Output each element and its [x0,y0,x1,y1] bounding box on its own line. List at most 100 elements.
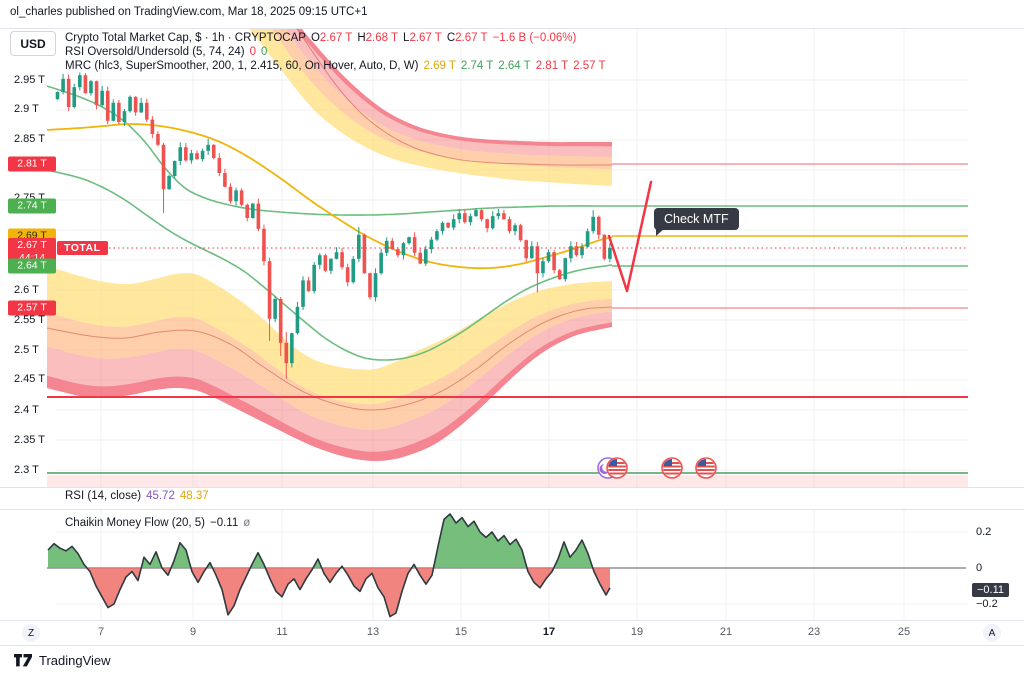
cmf-line[interactable] [47,513,611,618]
candle-body [334,252,339,259]
rsi-pane-divider [0,487,1024,488]
price-tick-label: 2.95 T [14,74,45,86]
price-tick-label: 2.6 T [14,284,39,296]
candle-body [245,204,250,218]
us-flag-event-icon [661,457,683,479]
cmf-tick-label: 0 [976,562,983,574]
mrc-legend[interactable]: MRC (hlc3, SuperSmoother, 200, 1, 2.415,… [65,59,611,73]
rsi-overlay-legend[interactable]: RSI Oversold/Undersold (5, 74, 24) 0 0 [65,45,272,59]
candle-body [156,134,160,145]
symbol-legend-part-4: 2.68 T [365,32,399,44]
rsi-title-part-2: 48.37 [179,490,209,502]
symbol-legend-part-8: 2.67 T [455,32,488,44]
time-tick-label: 15 [454,626,468,638]
time-tick-label: 9 [189,626,197,638]
candle-body [468,216,473,223]
time-tick-label: 13 [366,626,380,638]
symbol-legend-part-7: C [446,32,456,44]
mrc-legend-part-4: 2.81 T [535,60,569,72]
symbol-legend-part-1: O [310,32,320,44]
candle-body [89,81,93,94]
time-tick-label: 25 [897,626,911,638]
candle-body [563,258,568,280]
rsi-overlay-legend-part-1: 0 [249,46,257,58]
candle-body [368,273,372,298]
time-axis-divider [0,620,1024,621]
candle-body [457,213,462,220]
candle-body [608,248,612,259]
time-tick-label: 21 [719,626,733,638]
candle-body [435,231,439,240]
tradingview-brand-text[interactable]: TradingView [39,653,111,668]
cmf-title-part-1: −0.11 [209,517,239,529]
candle-body [306,280,311,292]
candle-body [451,219,456,228]
candle-body [463,213,467,223]
candle-body [357,234,361,259]
mrc-lower-green-line [47,169,613,361]
candle-body [55,92,60,100]
time-scroll-end-button[interactable]: A [983,624,1001,642]
currency-button[interactable]: USD [10,31,56,56]
candle-body [507,219,512,232]
mrc-upper-midline [295,28,612,166]
candle-body [490,216,495,229]
candle-body [117,102,121,122]
time-zoom-out-button[interactable]: Z [22,624,40,642]
candlestick-series[interactable] [55,72,612,379]
candle-body [524,240,529,259]
candle-body [211,144,216,158]
candle-body [317,255,322,265]
symbol-legend[interactable]: Crypto Total Market Cap, $ · 1h · CRYPTO… [65,31,581,45]
economic-event-icons[interactable] [597,457,717,479]
cmf-title-part-0: Chaikin Money Flow (20, 5) [65,517,205,529]
rsi-pane-title[interactable]: RSI (14, close) 45.72 48.37 [65,489,214,503]
price-tick-label: 2.5 T [14,344,39,356]
rsi-title-part-1: 45.72 [146,490,175,502]
candle-body [446,222,450,228]
candle-body [362,234,367,274]
candle-body [546,252,551,262]
time-tick-label: 19 [630,626,644,638]
symbol-legend-part-0: Crypto Total Market Cap, $ · 1h · CRYPTO… [65,32,306,44]
candle-body [541,261,545,274]
candle-body [94,81,99,106]
check-mtf-callout[interactable]: Check MTF [654,208,739,236]
price-level-badge: 2.57 T [8,300,56,316]
projection-arrow[interactable] [607,180,653,293]
candle-body [301,280,305,307]
us-flag-event-icon [606,457,628,479]
support-zone[interactable] [47,475,968,487]
mrc-upper-band [248,28,612,186]
candle-body [139,102,143,113]
candle-body [290,333,294,364]
candle-body [418,252,422,264]
candle-body [122,111,127,122]
rsi-overlay-legend-part-2: 0 [261,46,268,58]
mrc-upper-green-line [47,85,612,216]
candle-body [479,210,484,220]
candle-body [585,231,590,247]
candle-body [66,78,71,107]
candle-body [295,306,300,334]
candle-body [262,228,266,262]
mrc-legend-part-5: 2.57 T [573,60,606,72]
candle-body [596,216,601,235]
footer: TradingView [14,653,111,668]
cmf-pane-title[interactable]: Chaikin Money Flow (20, 5) −0.11 ø [65,516,255,530]
candle-body [384,240,389,253]
candle-body [423,249,428,264]
candle-body [78,75,82,88]
price-tick-label: 2.45 T [14,373,45,385]
candle-body [133,96,138,113]
total-line-badge: TOTAL [57,241,108,255]
candle-body [401,243,406,256]
candle-body [429,239,434,250]
candle-body [100,90,104,106]
candle-body [407,237,411,244]
price-tick-label: 2.4 T [14,404,39,416]
cmf-last-value-badge: −0.11 [972,583,1010,597]
candle-body [351,258,356,283]
price-tick-label: 2.55 T [14,314,45,326]
